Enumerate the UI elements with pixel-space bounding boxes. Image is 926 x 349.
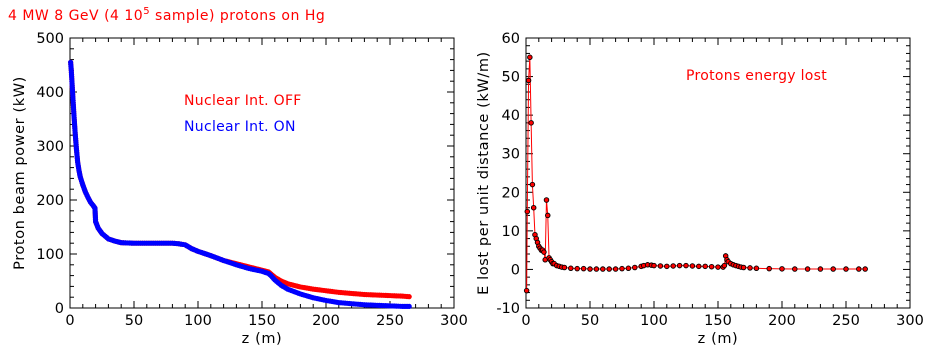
data-point-energy-lost <box>676 262 683 269</box>
data-point-energy-lost <box>619 265 625 272</box>
data-point-energy-lost <box>856 266 862 272</box>
x-tick-label: 0 <box>65 313 74 329</box>
x-axis-label-left: z (m) <box>242 331 283 347</box>
x-tick-label: 100 <box>640 313 668 329</box>
y-tick-label: -10 <box>496 301 520 317</box>
data-point-energy-lost <box>527 54 533 61</box>
chart-annotation: Protons energy lost <box>686 68 827 84</box>
chart-proton-beam-power: 0 50 100 150 200 250 300 0 100 200 300 400 500 z (m)… <box>12 31 468 347</box>
data-point-energy-lost <box>529 181 536 188</box>
y-tick-label: 50 <box>502 70 520 86</box>
data-point-energy-lost <box>817 266 824 272</box>
data-point-energy-lost <box>843 266 849 272</box>
data-point-energy-lost <box>574 265 580 272</box>
y-tick-label: 500 <box>36 31 64 47</box>
x-tick-label: 300 <box>440 313 468 329</box>
data-point-energy-lost <box>600 266 606 272</box>
figure-title: 4 MW 8 GeV (4 105 sample) protons on Hg <box>8 6 325 24</box>
y-tick-label: 60 <box>502 31 520 47</box>
data-point-energy-lost <box>696 263 702 270</box>
data-point-energy-lost <box>541 249 547 255</box>
data-point-energy-lost <box>657 263 664 269</box>
x-tick-label: 300 <box>896 313 924 329</box>
figure-title-tail: sample) protons on Hg <box>150 8 325 24</box>
data-point-nuclear-on <box>406 303 412 309</box>
x-tick-label: 50 <box>581 313 599 329</box>
y-tick-label: 300 <box>36 139 64 155</box>
data-point-energy-lost <box>862 266 868 272</box>
data-point-energy-lost <box>543 197 550 203</box>
data-point-energy-lost <box>530 204 537 211</box>
y-tick-label: 30 <box>502 147 520 163</box>
data-point-energy-lost <box>528 120 534 126</box>
data-point-energy-lost <box>523 287 530 294</box>
y-tick-label: 20 <box>502 185 520 201</box>
data-point-energy-lost <box>779 266 785 272</box>
x-tick-label: 150 <box>704 313 732 329</box>
data-point-energy-lost <box>625 265 632 272</box>
x-tick-label: 50 <box>125 313 143 329</box>
y-tick-label: 0 <box>55 301 64 317</box>
data-point-energy-lost <box>545 212 551 219</box>
axis-ticks-left: 0 50 100 150 200 250 300 0 100 200 300 400 500 <box>36 31 468 329</box>
data-point-energy-lost <box>664 263 670 270</box>
data-point-energy-lost <box>606 266 612 272</box>
data-point-energy-lost <box>792 266 798 272</box>
data-point-energy-lost <box>708 263 715 270</box>
data-point-energy-lost <box>740 264 747 271</box>
y-tick-label: 10 <box>502 224 520 240</box>
data-point-energy-lost <box>747 265 753 271</box>
legend-entry-nuclear-on: Nuclear Int. ON <box>184 119 296 135</box>
data-point-energy-lost <box>670 263 676 269</box>
data-point-energy-lost <box>702 263 708 270</box>
x-tick-label: 100 <box>184 313 212 329</box>
data-point-energy-lost <box>721 262 728 269</box>
x-tick-label: 0 <box>521 313 530 329</box>
data-point-energy-lost <box>804 266 811 272</box>
y-axis-label-right: E lost per unit distance (kW/m) <box>476 51 492 295</box>
plot-frame-left <box>69 37 455 309</box>
series-line-energy-lost <box>526 57 866 291</box>
series-marks-left <box>68 59 412 309</box>
data-point-energy-lost <box>525 77 532 84</box>
x-tick-label: 200 <box>768 313 796 329</box>
figure-title-main: 4 MW 8 GeV (4 10 <box>8 8 143 24</box>
data-point-energy-lost <box>715 264 721 270</box>
legend-entry-nuclear-off: Nuclear Int. OFF <box>184 93 302 109</box>
figure-title-superscript: 5 <box>143 6 150 17</box>
data-point-energy-lost <box>580 265 587 272</box>
data-point-energy-lost <box>568 265 574 272</box>
x-tick-label: 200 <box>312 313 340 329</box>
x-tick-label: 250 <box>376 313 404 329</box>
x-axis-label-right: z (m) <box>698 331 739 347</box>
y-tick-label: 0 <box>511 262 520 278</box>
y-tick-label: 200 <box>36 193 64 209</box>
data-point-energy-lost <box>753 265 760 272</box>
data-point-energy-lost <box>612 266 619 272</box>
y-axis-label-left: Proton beam power (kW) <box>12 76 28 270</box>
data-point-energy-lost <box>683 262 689 269</box>
y-tick-label: 40 <box>502 108 520 124</box>
data-point-energy-lost <box>632 264 638 271</box>
y-tick-label: 100 <box>36 247 64 263</box>
y-tick-label: 400 <box>36 85 64 101</box>
x-tick-label: 250 <box>832 313 860 329</box>
data-point-energy-lost <box>651 262 657 269</box>
data-point-energy-lost <box>561 264 568 271</box>
data-point-energy-lost <box>593 266 600 272</box>
data-point-energy-lost <box>524 208 531 215</box>
series-marks-right <box>523 54 868 294</box>
data-point-energy-lost <box>766 265 772 272</box>
x-tick-label: 150 <box>248 313 276 329</box>
data-point-energy-lost <box>689 263 696 269</box>
data-point-nuclear-off <box>406 294 412 300</box>
data-point-energy-lost <box>587 266 593 272</box>
data-point-energy-lost <box>830 266 836 272</box>
